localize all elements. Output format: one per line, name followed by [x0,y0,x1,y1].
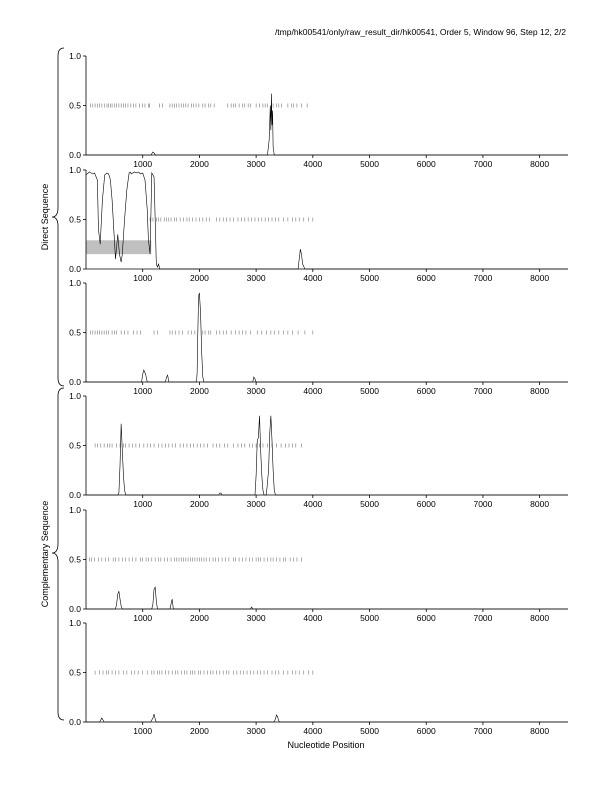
x-tick-label: 4000 [303,386,322,396]
hash-marks [90,103,308,108]
x-tick-label: 6000 [417,273,436,283]
y-tick-label: 1.0 [69,618,81,628]
group-label-complementary: Complementary Sequence [40,501,50,608]
x-tick-label: 8000 [530,726,549,736]
y-tick-label: 1.0 [69,51,81,61]
hash-marks [94,670,314,675]
y-tick-label: 0.0 [69,717,81,727]
x-tick-label: 7000 [473,159,492,169]
series-line [86,292,568,383]
group-brace-direct [51,47,65,387]
x-tick-label: 8000 [530,499,549,509]
x-tick-label: 4000 [303,273,322,283]
y-tick-label: 1.0 [69,165,81,175]
x-tick-label: 3000 [247,613,266,623]
x-tick-label: 1000 [133,159,152,169]
y-tick-label: 0.0 [69,264,81,274]
x-tick-label: 7000 [473,499,492,509]
group-brace-complementary [51,387,65,721]
x-tick-label: 2000 [190,499,209,509]
x-tick-label: 6000 [417,726,436,736]
series-line [86,93,568,156]
panel-3: 0.0 0.5 1.0 1000 2000 3000 4000 5000 6000 7000 800… [69,278,568,396]
x-tick-label: 4000 [303,726,322,736]
x-tick-label: 6000 [417,159,436,169]
hash-marks [90,330,314,335]
x-tick-label: 7000 [473,613,492,623]
x-tick-label: 7000 [473,386,492,396]
x-tick-label: 8000 [530,159,549,169]
x-tick-label: 5000 [360,159,379,169]
x-tick-label: 8000 [530,613,549,623]
x-tick-label: 6000 [417,386,436,396]
y-tick-label: 0.5 [69,215,81,225]
x-tick-label: 4000 [303,499,322,509]
y-tick-label: 0.5 [69,328,81,338]
x-axis-label: Nucleotide Position [287,740,364,750]
y-tick-label: 1.0 [69,278,81,288]
x-tick-label: 5000 [360,273,379,283]
x-tick-label: 6000 [417,499,436,509]
x-tick-label: 5000 [360,613,379,623]
x-tick-label: 7000 [473,726,492,736]
series-line [86,713,568,723]
y-tick-label: 0.0 [69,150,81,160]
hash-marks [94,443,302,448]
x-tick-label: 5000 [360,386,379,396]
panel-5: 0.0 0.5 1.0 1000 2000 3000 4000 5000 6000 7000 800… [69,505,568,623]
x-tick-label: 1000 [133,726,152,736]
x-tick-label: 1000 [133,613,152,623]
y-tick-label: 0.5 [69,441,81,451]
x-tick-label: 6000 [417,613,436,623]
y-tick-label: 1.0 [69,505,81,515]
x-tick-label: 3000 [247,159,266,169]
x-tick-label: 2000 [190,159,209,169]
x-tick-label: 2000 [190,613,209,623]
x-tick-label: 4000 [303,613,322,623]
y-tick-label: 0.5 [69,668,81,678]
panel-1: 0.0 0.5 1.0 1000 2000 3000 4000 5000 6000 7000 800… [69,51,568,169]
x-tick-label: 1000 [133,386,152,396]
x-tick-label: 7000 [473,273,492,283]
panel-6: 0.0 0.5 1.0 1000 2000 3000 4000 5000 6000 7000 800… [69,618,568,736]
y-tick-label: 0.0 [69,604,81,614]
x-tick-label: 8000 [530,386,549,396]
y-tick-label: 0.0 [69,490,81,500]
y-tick-label: 0.0 [69,377,81,387]
x-tick-label: 2000 [190,726,209,736]
x-tick-label: 2000 [190,273,209,283]
x-tick-label: 3000 [247,386,266,396]
x-tick-label: 2000 [190,386,209,396]
x-tick-label: 1000 [133,499,152,509]
x-tick-label: 8000 [530,273,549,283]
x-tick-label: 3000 [247,499,266,509]
hash-marks [89,557,302,562]
header-title: /tmp/hk00541/only/raw_result_dir/hk00541… [275,27,566,37]
panel-2: 0.0 0.5 1.0 1000 2000 3000 4000 5000 6000 7000 800… [69,165,568,283]
y-tick-label: 0.5 [69,101,81,111]
x-tick-label: 5000 [360,499,379,509]
series-line [86,415,568,496]
y-tick-label: 0.5 [69,555,81,565]
x-tick-label: 1000 [133,273,152,283]
series-line [86,586,568,610]
group-label-direct: Direct Sequence [40,184,50,251]
hash-marks [149,217,314,222]
y-tick-label: 1.0 [69,391,81,401]
x-tick-label: 4000 [303,159,322,169]
panel-4: 0.0 0.5 1.0 1000 2000 3000 4000 5000 6000 7000 800… [69,391,568,509]
series-line [85,171,568,270]
x-tick-label: 3000 [247,726,266,736]
x-tick-label: 3000 [247,273,266,283]
x-tick-label: 5000 [360,726,379,736]
